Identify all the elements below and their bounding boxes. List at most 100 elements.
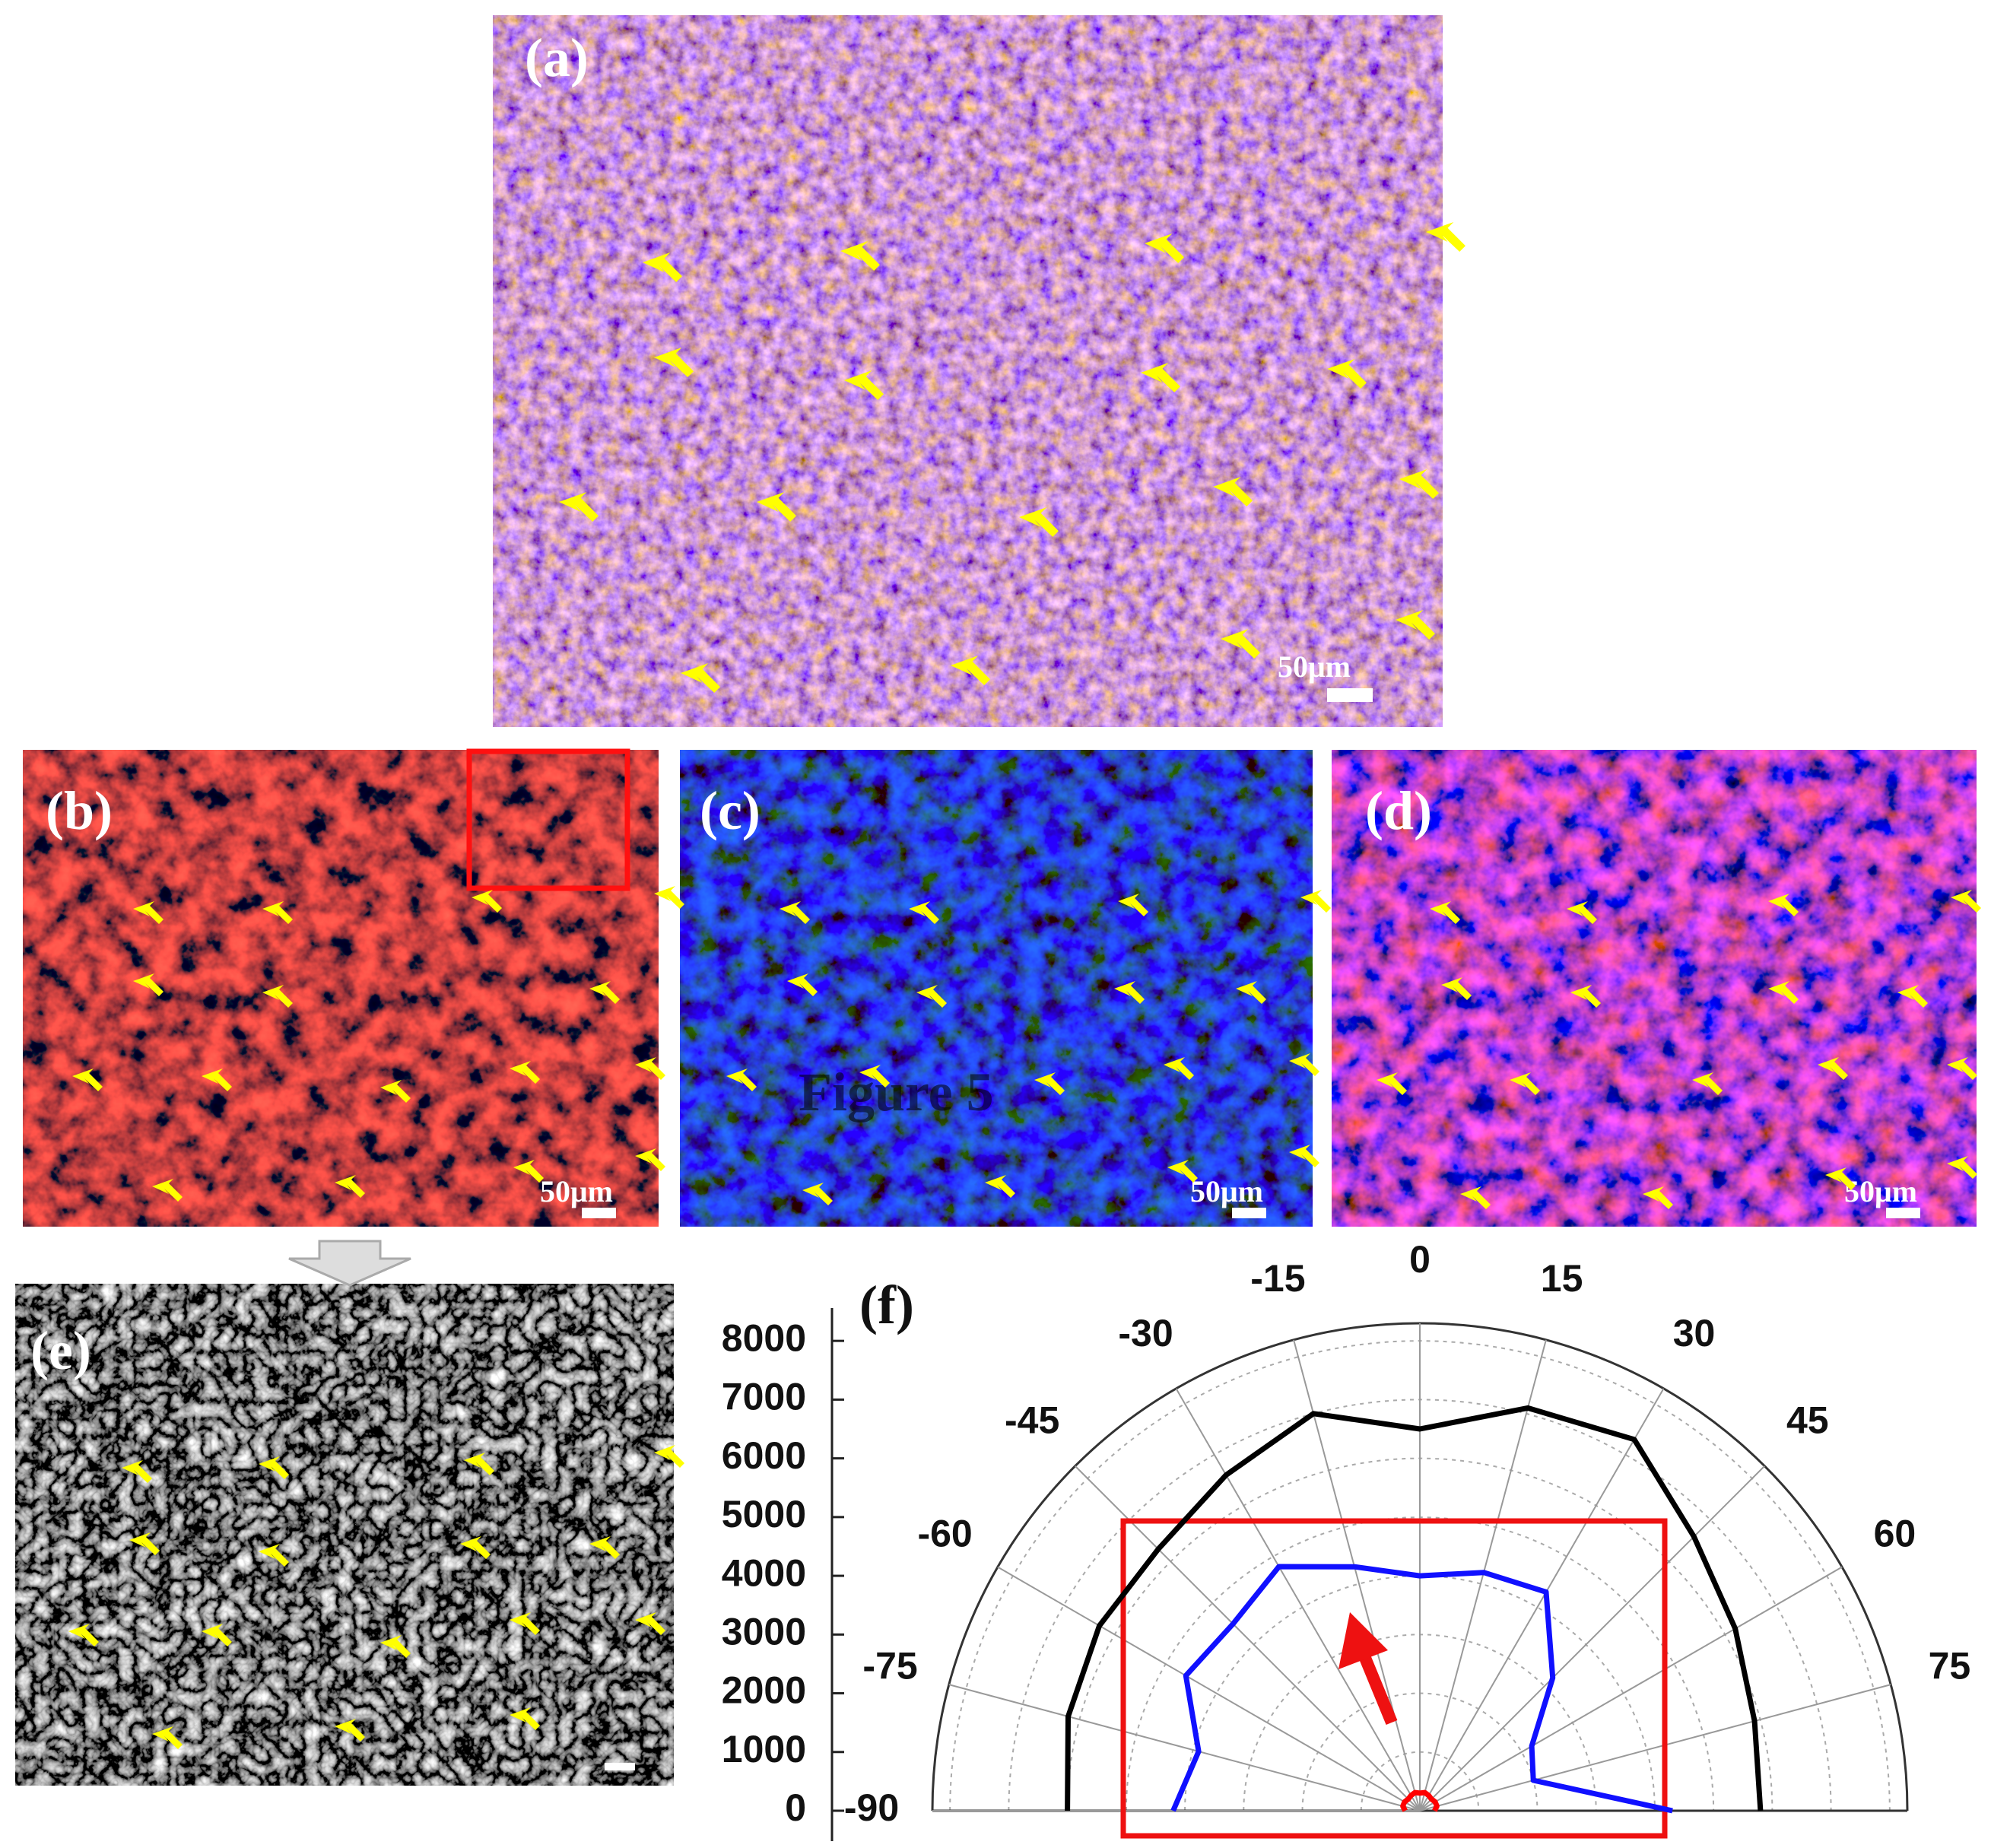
yellow-arrow [1396, 610, 1435, 640]
micrograph-c [680, 750, 1313, 1227]
yellow-arrow [681, 663, 720, 693]
angle-tick-label: 60 [1874, 1513, 1916, 1555]
yellow-arrow [380, 1635, 411, 1658]
yellow-arrow [1947, 1156, 1977, 1179]
yellow-arrow [1118, 894, 1148, 916]
yellow-arrow [1951, 890, 1981, 913]
yellow-arrow [472, 890, 502, 913]
angle-tick-label: -45 [1005, 1399, 1059, 1441]
yellow-arrow [1213, 477, 1253, 506]
yellow-arrow [259, 1544, 289, 1567]
yellow-arrow [654, 886, 684, 909]
yellow-arrow [510, 1707, 540, 1730]
yellow-arrow [1164, 1057, 1194, 1080]
r-tick-label: 6000 [722, 1434, 806, 1477]
yellow-arrow [1426, 222, 1465, 252]
yellow-arrow [1300, 890, 1331, 913]
micrograph-b [23, 750, 659, 1227]
yellow-arrow [840, 241, 880, 271]
yellow-arrow [1818, 1057, 1848, 1080]
yellow-arrow [1141, 363, 1180, 392]
yellow-arrow [1947, 1057, 1977, 1080]
scale-bar [1232, 1208, 1266, 1218]
r-tick-label: 2000 [722, 1669, 806, 1712]
yellow-arrow [780, 901, 810, 924]
panel-label: (d) [1365, 780, 1432, 841]
grid-spoke [1419, 1684, 1891, 1811]
scale-bar-label: 50μm [1190, 1174, 1263, 1208]
polar-chart: 0 1000 2000 3000 4000 5000 6000 7000 8000 -90 -75 -… [722, 1238, 1970, 1841]
scale-bar [605, 1763, 635, 1770]
yellow-arrow [1441, 977, 1472, 1000]
yellow-arrow [202, 1624, 232, 1646]
micrograph-d [1332, 750, 1977, 1227]
panel-label: (e) [30, 1320, 91, 1381]
yellow-arrow [1897, 985, 1928, 1008]
scale-bar [1886, 1208, 1920, 1218]
yellow-arrow [335, 1719, 365, 1742]
grid-spoke [1419, 1566, 1843, 1811]
panel-label: (b) [46, 780, 113, 841]
r-tick-label: 3000 [722, 1611, 806, 1653]
yellow-arrow [1825, 1167, 1856, 1190]
grid-spoke [1175, 1388, 1421, 1811]
yellow-arrow [654, 1445, 684, 1468]
yellow-arrow [985, 1175, 1015, 1198]
micrograph-e [15, 1284, 674, 1786]
highlight-box [466, 748, 630, 891]
r-tick-label: 4000 [722, 1551, 806, 1594]
yellow-arrow [1460, 1186, 1491, 1209]
yellow-arrow [643, 252, 682, 282]
panel-label: (c) [700, 780, 761, 841]
yellow-arrow [133, 973, 164, 996]
yellow-arrow [859, 1065, 890, 1088]
angle-tick-label: 15 [1541, 1257, 1583, 1300]
panel-label: (a) [525, 27, 589, 88]
angle-tick-label: 45 [1786, 1399, 1829, 1441]
yellow-arrow [1768, 894, 1799, 916]
yellow-arrow [1167, 1160, 1198, 1183]
yellow-arrow [464, 1453, 494, 1475]
yellow-arrow [68, 1624, 99, 1646]
yellow-arrow [1221, 629, 1260, 659]
angle-tick-label: -75 [862, 1645, 917, 1688]
yellow-arrow [635, 1148, 665, 1171]
red-arrow-shaft [1359, 1655, 1398, 1726]
yellow-arrow [122, 1460, 152, 1483]
yellow-arrow [259, 1456, 289, 1479]
yellow-arrow [380, 1080, 411, 1103]
yellow-arrow [1692, 1072, 1723, 1095]
yellow-arrow [460, 1536, 491, 1559]
yellow-arrow [1034, 1072, 1065, 1095]
arrow-group [68, 222, 1981, 1749]
yellow-arrow [152, 1726, 183, 1749]
yellow-arrow [513, 1160, 544, 1183]
yellow-arrow [262, 985, 293, 1008]
yellow-arrow [787, 973, 818, 996]
yellow-arrow [844, 370, 884, 400]
angle-tick-label: 30 [1673, 1312, 1716, 1354]
grid-spoke [1419, 1465, 1765, 1811]
yellow-arrow [951, 656, 990, 685]
scale-bar-label: 50μm [540, 1174, 613, 1208]
scale-bar [582, 1208, 616, 1218]
angle-tick-label: -60 [917, 1513, 972, 1555]
r-tick-label: 0 [785, 1786, 806, 1829]
r-tick-label: 5000 [722, 1493, 806, 1535]
yellow-arrow [152, 1179, 183, 1202]
angle-tick-label: -15 [1250, 1257, 1305, 1300]
yellow-arrow [72, 1068, 103, 1091]
yellow-arrow [1399, 469, 1439, 499]
yellow-arrow [1510, 1072, 1540, 1095]
yellow-arrow [129, 1532, 160, 1555]
down-arrow [288, 1240, 411, 1287]
yellow-arrow [1019, 507, 1059, 537]
yellow-arrow [262, 901, 293, 924]
yellow-arrow [1768, 981, 1799, 1004]
scale-bar [1327, 688, 1373, 702]
yellow-arrow [559, 492, 599, 522]
yellow-arrow [133, 901, 164, 924]
r-tick-label: 8000 [722, 1316, 806, 1359]
yellow-arrow [1643, 1186, 1673, 1209]
